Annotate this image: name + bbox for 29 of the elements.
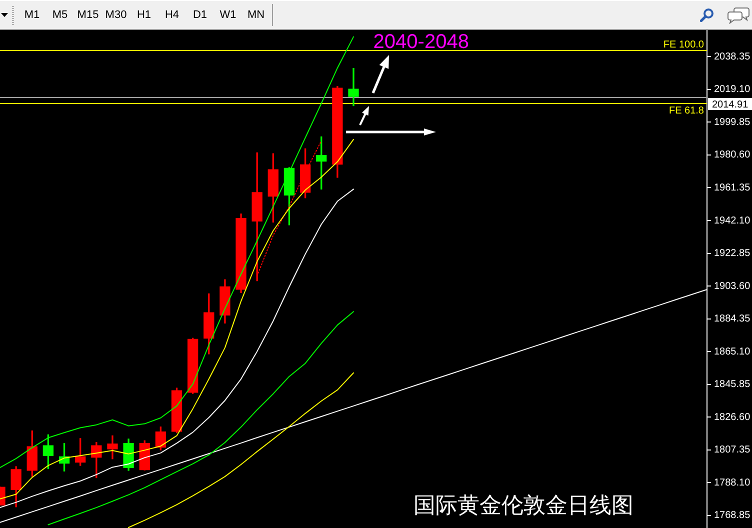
y-tick-label: 1884.35	[714, 314, 751, 325]
timeframe-label: W1	[218, 8, 238, 23]
timeframe-label: M30	[104, 8, 128, 23]
ref-line-label: FE 61.8	[668, 105, 704, 116]
timeframe-label: D1	[192, 8, 208, 23]
y-tick-label: 1807.35	[714, 444, 751, 456]
y-tick-label: 1865.10	[714, 346, 751, 358]
y-tick-label: 1922.85	[714, 248, 751, 260]
y-tick-label: 1768.85	[714, 510, 751, 522]
annotation: 2040-2048	[373, 31, 469, 53]
y-tick-label: 1845.85	[714, 379, 751, 390]
y-tick-label: 2038.35	[714, 51, 751, 62]
y-tick-label: 1826.60	[714, 412, 751, 423]
timeframe-label: M15	[76, 8, 100, 23]
y-tick-label: 2019.10	[714, 84, 751, 96]
timeframe-label: H4	[164, 8, 180, 23]
timeframe-label: MN	[246, 8, 266, 23]
y-tick-label: 1942.10	[714, 215, 751, 226]
timeframe-label: H1	[136, 8, 152, 23]
ref-line-label: FE 100.0	[663, 39, 704, 50]
y-tick-label: 1903.60	[714, 280, 751, 292]
text: 国际黄金伦敦金日线图	[414, 494, 634, 519]
y-tick-label: 1961.35	[714, 182, 751, 194]
ref-line-label: 2014.91	[712, 99, 749, 110]
y-tick-label: 1980.60	[714, 150, 751, 161]
y-tick-label: 1999.85	[714, 116, 751, 128]
y-tick-label: 1788.10	[714, 477, 751, 488]
timeframe-label: M5	[51, 8, 69, 23]
timeframe-label: M1	[23, 8, 41, 23]
